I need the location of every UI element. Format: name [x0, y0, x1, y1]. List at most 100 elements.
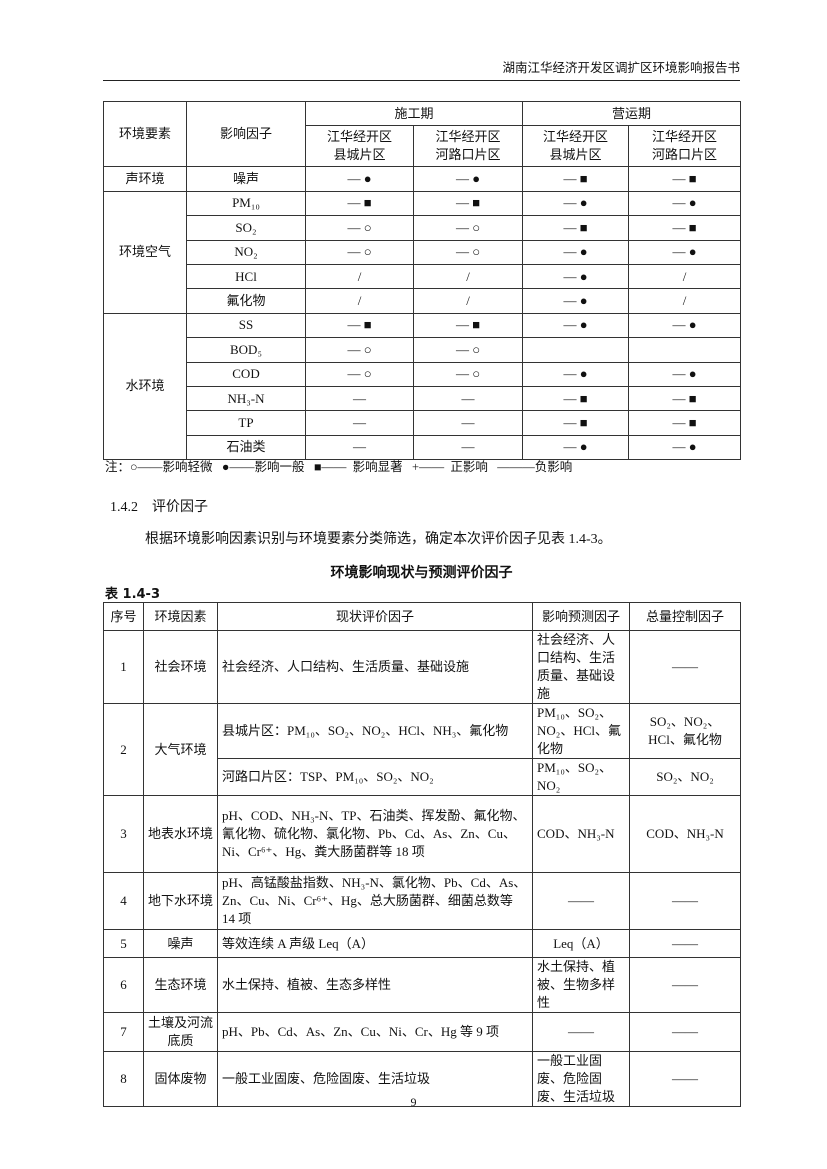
- total-control-factor: ——: [629, 1012, 742, 1052]
- current-factor: 河路口片区：TSP、PM₁₀、SO₂、NO₂: [216, 758, 534, 796]
- impact-cell: [628, 337, 742, 363]
- impact-cell: — ■: [305, 312, 414, 339]
- current-factor: 水土保持、植被、生态多样性: [216, 957, 534, 1013]
- impact-cell: — ■: [412, 312, 524, 339]
- table-row: COD — ○ — ○ — ● — ●: [104, 361, 742, 387]
- header-factor: 影响因子: [186, 100, 306, 168]
- prediction-factor: 水土保持、植被、生物多样性: [532, 957, 631, 1013]
- environment-factor: 地下水环境: [143, 872, 218, 930]
- impact-cell: /: [412, 288, 524, 314]
- impact-cell: — ■: [628, 410, 742, 436]
- impact-cell: — ●: [628, 312, 742, 339]
- factor-cell: BOD₅: [186, 337, 306, 363]
- impact-cell: —: [305, 434, 414, 461]
- impact-cell: — ■: [522, 166, 630, 192]
- header-cell: 现状评价因子: [216, 602, 534, 631]
- prediction-factor: PM₁₀、SO₂、NO₂: [532, 758, 631, 796]
- impact-cell: — ●: [522, 434, 630, 461]
- impact-cell: — ●: [522, 263, 630, 290]
- impact-cell: [522, 337, 630, 363]
- impact-cell: — ■: [522, 410, 630, 436]
- factor-cell: COD: [186, 361, 306, 387]
- prediction-factor: PM₁₀、SO₂、NO₂、HCl、氟化物: [532, 703, 631, 759]
- prediction-factor: COD、NH₃-N: [532, 795, 631, 873]
- impact-cell: — ■: [522, 215, 630, 241]
- impact-cell: — ●: [628, 361, 742, 387]
- factor-cell: TP: [186, 410, 306, 436]
- total-control-factor: ——: [629, 630, 742, 704]
- section-heading: 1.4.2 评价因子: [110, 496, 222, 516]
- prediction-factor: ——: [532, 1012, 631, 1052]
- impact-matrix-table: 环境要素 影响因子 施工期 营运期 江华经开区 县城片区 江华经开区 河路口片区 江华经开区 县城…: [103, 100, 742, 461]
- impact-cell: — ■: [305, 190, 414, 217]
- factor-cell: SS: [186, 312, 306, 339]
- total-control-factor: SO₂、NO₂: [629, 758, 742, 796]
- page-number: 9: [410, 1095, 417, 1109]
- impact-cell: — ●: [522, 361, 630, 387]
- row-number: 6: [103, 957, 144, 1013]
- table-row: 1 社会环境 社会经济、人口结构、生活质量、基础设施 社会经济、人口结构、生活质量、基…: [103, 630, 742, 704]
- impact-cell: —: [412, 410, 524, 436]
- environment-factor: 生态环境: [143, 957, 218, 1013]
- environment-factor: 噪声: [143, 929, 218, 958]
- table-row: NH₃-N — — — ■ — ■: [104, 385, 742, 412]
- header-cell: 环境因素: [143, 602, 218, 631]
- impact-cell: — ●: [305, 166, 414, 192]
- table-row: 水环境 SS — ■ — ■ — ● — ●: [103, 312, 742, 461]
- factor-cell: 噪声: [186, 166, 306, 192]
- row-number: 2: [103, 703, 144, 796]
- impact-cell: —: [305, 410, 414, 436]
- impact-cell: — ●: [628, 239, 742, 265]
- table-row: 2 大气环境 县城片区：PM₁₀、SO₂、NO₂、HCl、NH₃、氟化物 PM₁₀、S…: [103, 703, 742, 796]
- factor-cell: 石油类: [186, 434, 306, 461]
- impact-cell: —: [412, 434, 524, 461]
- prediction-factor: 社会经济、人口结构、生活质量、基础设施: [532, 630, 631, 704]
- impact-cell: /: [628, 263, 742, 290]
- prediction-factor: 一般工业固废、危险固废、生活垃圾: [532, 1051, 631, 1107]
- impact-cell: — ○: [305, 215, 414, 241]
- table-row: TP — — — ■ — ■: [104, 410, 742, 436]
- prediction-factor: Leq（A）: [532, 929, 631, 958]
- factor-cell: HCl: [186, 263, 306, 290]
- factor-cell: PM₁₀: [186, 190, 306, 217]
- impact-cell: — ●: [628, 434, 742, 461]
- current-factor: 县城片区：PM₁₀、SO₂、NO₂、HCl、NH₃、氟化物: [216, 703, 534, 759]
- factor-cell: SO₂: [186, 215, 306, 241]
- impact-cell: /: [628, 288, 742, 314]
- header-zone: 江华经开区 河路口片区: [412, 125, 524, 168]
- header-zone: 江华经开区 县城片区: [522, 125, 630, 168]
- factor-cell: 氟化物: [186, 288, 306, 314]
- impact-cell: — ○: [305, 337, 414, 363]
- impact-cell: —: [305, 385, 414, 412]
- environment-factor: 社会环境: [143, 630, 218, 704]
- impact-cell: — ●: [522, 312, 630, 339]
- total-control-factor: ——: [629, 1051, 742, 1107]
- impact-cell: — ■: [628, 385, 742, 412]
- section-number: 1.4.2: [110, 500, 138, 515]
- current-factor: 一般工业固废、危险固废、生活垃圾: [216, 1051, 534, 1107]
- section-title: 评价因子: [152, 500, 208, 515]
- impact-cell: /: [412, 263, 524, 290]
- evaluation-factor-table: 序号 环境因素 现状评价因子 影响预测因子 总量控制因子 1 社会环境 社会经济、人口结构、生…: [103, 602, 742, 1107]
- table-row: 5 噪声 等效连续 A 声级 Leq（A） Leq（A） ——: [103, 929, 742, 958]
- row-number: 1: [103, 630, 144, 704]
- row-number: 7: [103, 1012, 144, 1052]
- impact-cell: /: [305, 288, 414, 314]
- impact-cell: — ○: [305, 239, 414, 265]
- impact-cell: — ●: [522, 190, 630, 217]
- prediction-factor: ——: [532, 872, 631, 930]
- row-number: 3: [103, 795, 144, 873]
- header-element: 环境要素: [103, 100, 187, 168]
- current-factor: 等效连续 A 声级 Leq（A）: [216, 929, 534, 958]
- table-row: 3 地表水环境 pH、COD、NH₃-N、TP、石油类、挥发酚、氟化物、氰化物、硫化…: [103, 795, 742, 873]
- total-control-factor: COD、NH₃-N: [629, 795, 742, 873]
- impact-cell: — ●: [522, 239, 630, 265]
- table-row: HCl / / — ● /: [104, 263, 742, 290]
- current-factor: pH、COD、NH₃-N、TP、石油类、挥发酚、氟化物、氰化物、硫化物、氯化物、…: [216, 795, 534, 873]
- impact-cell: — ●: [522, 288, 630, 314]
- current-factor: pH、Pb、Cd、As、Zn、Cu、Ni、Cr、Hg 等 9 项: [216, 1012, 534, 1052]
- row-number: 5: [103, 929, 144, 958]
- environment-factor: 土壤及河流底质: [143, 1012, 218, 1052]
- table-row: SO₂ — ○ — ○ — ■ — ■: [104, 215, 742, 241]
- table-row: 6 生态环境 水土保持、植被、生态多样性 水土保持、植被、生物多样性 ——: [103, 957, 742, 1013]
